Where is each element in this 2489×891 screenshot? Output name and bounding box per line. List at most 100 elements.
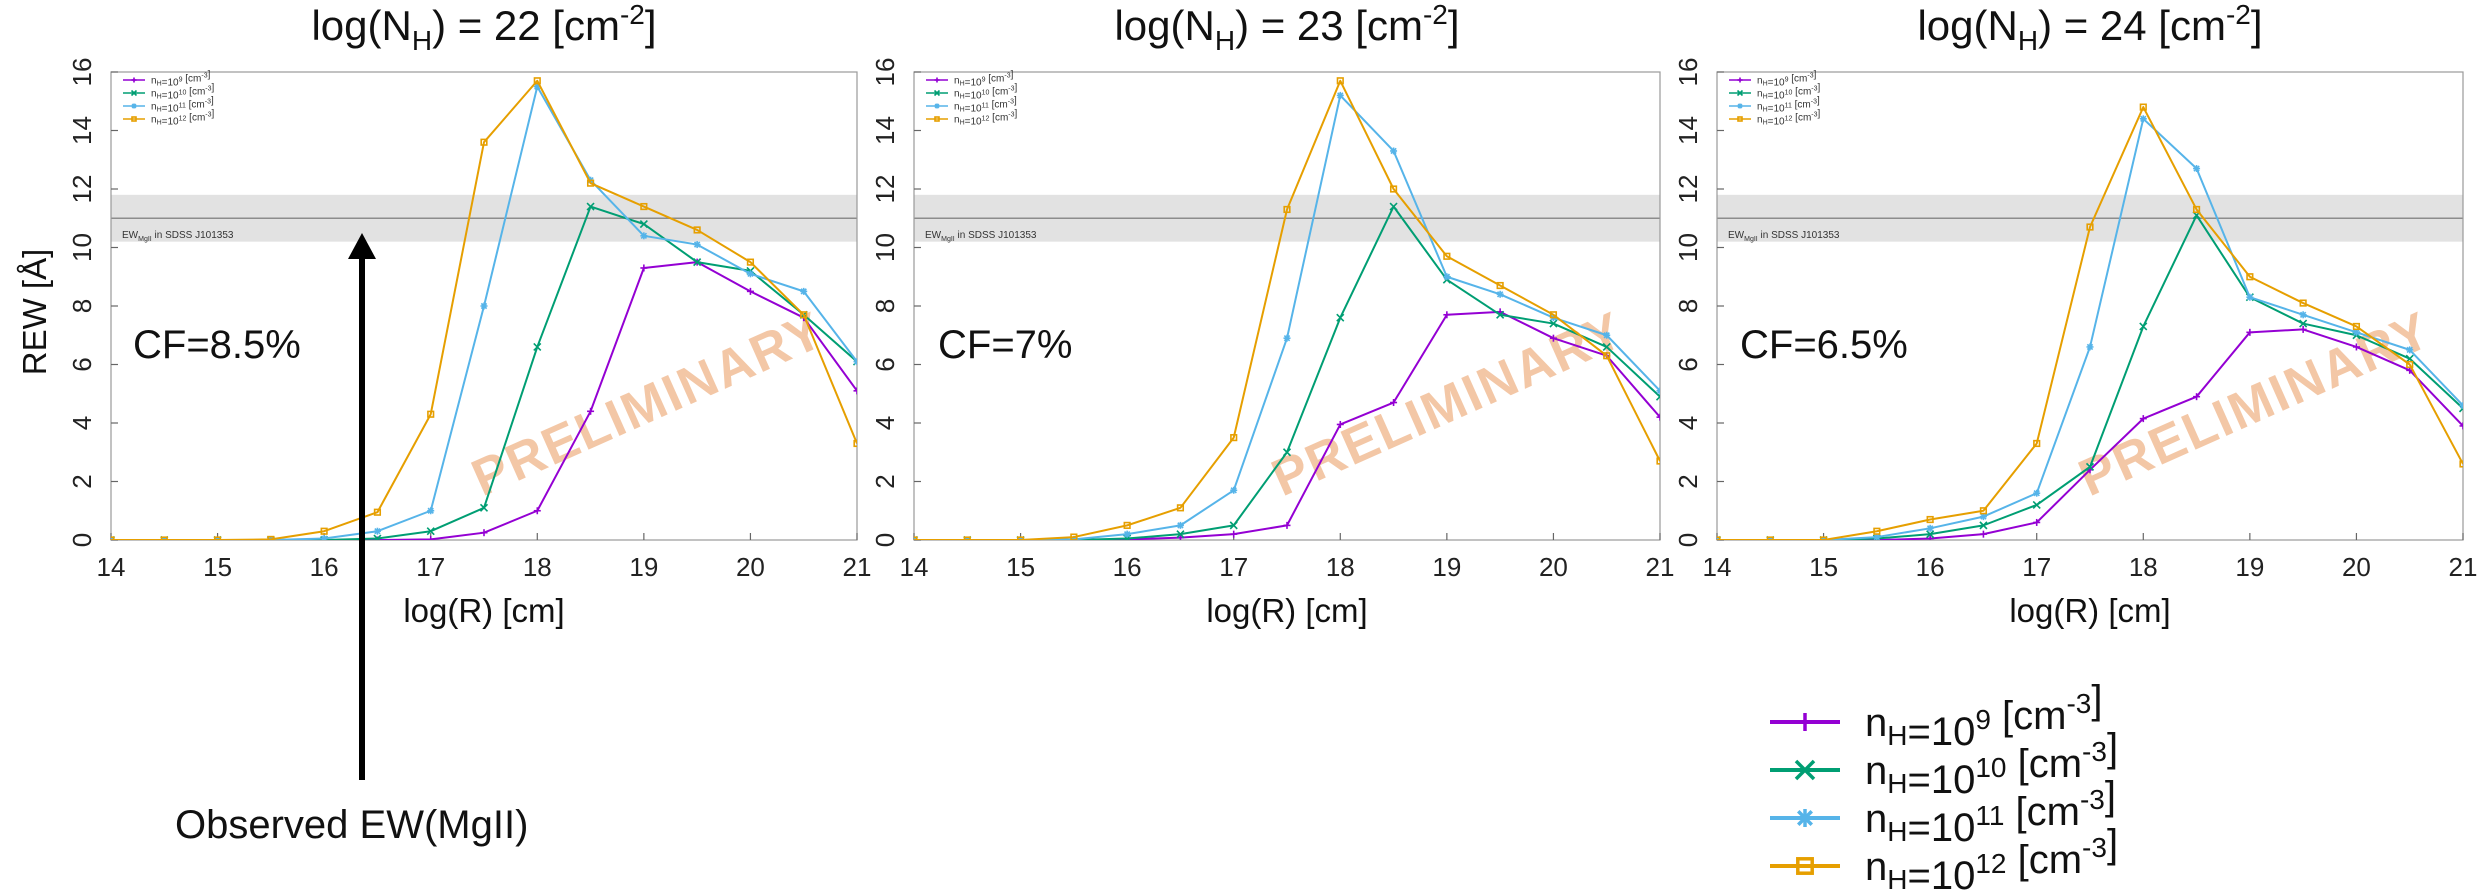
mini-legend-label: nH=109 [cm-3]: [954, 70, 1014, 89]
x-tick-label: 19: [1432, 552, 1461, 582]
data-point: [479, 503, 489, 512]
x-tick-label: 20: [736, 552, 765, 582]
data-point: [2299, 311, 2307, 319]
x-axis-label: log(R) [cm]: [1206, 592, 1367, 629]
x-tick-label: 18: [1326, 552, 1355, 582]
annotation-text: Observed EW(MgII): [175, 803, 528, 847]
chart-panel-nh22: log(NH) = 22 [cm-2] EWMgII in SDSS J1013…: [67, 0, 871, 629]
mini-legend-marker: [934, 103, 940, 109]
data-point: [2352, 322, 2361, 331]
series-line: [914, 77, 1660, 540]
y-tick-label: 0: [870, 533, 900, 547]
data-point: [2139, 322, 2148, 331]
data-point: [480, 138, 488, 146]
data-point: [1496, 310, 1505, 319]
mini-legend-marker: [131, 116, 137, 122]
data-point: [2086, 223, 2094, 231]
observed-ew-annotation: Observed EW(MgII): [175, 233, 528, 847]
cf-label: CF=7%: [938, 323, 1073, 367]
data-point: [1282, 448, 1292, 457]
y-tick-label: 16: [67, 58, 97, 87]
mini-legend-label: nH=1010 [cm-3]: [1757, 83, 1821, 102]
data-point: [587, 407, 595, 415]
data-point: [2299, 299, 2307, 307]
data-point: [586, 202, 595, 211]
x-tick-label: 14: [900, 552, 929, 582]
y-tick-label: 2: [67, 474, 97, 488]
data-point: [1176, 521, 1184, 529]
data-point: [1655, 392, 1660, 401]
y-tick-label: 4: [67, 416, 97, 430]
data-point: [914, 536, 918, 540]
x-tick-label: 16: [310, 552, 339, 582]
data-point: [2352, 343, 2360, 351]
data-point: [1443, 252, 1451, 260]
legend-entry: nH=1012 [cm-3]: [1770, 822, 2118, 891]
data-point: [1443, 311, 1451, 319]
data-point: [693, 226, 701, 234]
data-point: [1389, 202, 1398, 211]
x-tick-label: 18: [2129, 552, 2158, 582]
mini-legend-marker: [934, 116, 940, 122]
x-tick-label: 16: [1916, 552, 1945, 582]
legend-label: nH=1012 [cm-3]: [1865, 822, 2118, 891]
data-point: [1603, 331, 1611, 339]
x-tick-label: 20: [2342, 552, 2371, 582]
series-layer: [111, 77, 857, 540]
x-tick-label: 17: [2022, 552, 2051, 582]
legend-entry: nH=1010 [cm-3]: [1770, 726, 2118, 802]
series-line: [111, 77, 857, 540]
y-tick-label: 4: [1673, 416, 1703, 430]
data-point: [213, 536, 222, 540]
mini-legend-label: nH=1012 [cm-3]: [151, 109, 215, 128]
legend-entry: nH=109 [cm-3]: [1770, 678, 2103, 754]
data-point: [1656, 413, 1660, 421]
data-point: [1603, 352, 1611, 360]
data-point: [746, 258, 755, 266]
data-point: [1016, 536, 1025, 540]
mini-legend-marker: [1736, 89, 1744, 97]
data-point: [2033, 439, 2041, 448]
data-point: [2246, 328, 2254, 336]
data-point: [427, 535, 435, 540]
data-point: [2085, 462, 2095, 471]
observed-ew-band-label: EWMgII in SDSS J101353: [122, 230, 234, 243]
data-point: [1926, 524, 1934, 532]
data-point: [2246, 273, 2254, 281]
series-polyline: [914, 79, 1660, 540]
cf-label: CF=6.5%: [1740, 323, 1908, 367]
data-point: [914, 536, 918, 540]
y-tick-label: 0: [1673, 533, 1703, 547]
arrow-head-icon: [348, 233, 376, 259]
y-tick-label: 6: [67, 357, 97, 371]
legend-marker: [1796, 809, 1814, 827]
data-point: [1336, 420, 1344, 428]
x-tick-label: 19: [2235, 552, 2264, 582]
data-point: [1979, 521, 1988, 530]
data-point: [1873, 527, 1881, 535]
x-tick-label: 15: [203, 552, 232, 582]
y-tick-label: 6: [1673, 357, 1703, 371]
data-point: [320, 535, 328, 540]
data-point: [1926, 535, 1934, 540]
axis-ticks: 14 15 16 17 18 19 20 21 0 2 4 6 8 10 12 14 16: [1673, 58, 2477, 582]
x-tick-label: 14: [97, 552, 126, 582]
legend-label: nH=1010 [cm-3]: [1865, 726, 2118, 802]
x-tick-label: 20: [1539, 552, 1568, 582]
mini-legend-marker: [1737, 77, 1743, 83]
data-point: [160, 536, 168, 540]
data-point: [963, 536, 971, 540]
data-point: [800, 287, 808, 295]
data-point: [427, 410, 435, 418]
y-tick-label: 16: [1673, 58, 1703, 87]
data-point: [1283, 334, 1291, 342]
x-tick-label: 15: [1809, 552, 1838, 582]
x-tick-label: 19: [629, 552, 658, 582]
mini-legend-label: nH=1010 [cm-3]: [151, 83, 215, 102]
data-point: [373, 534, 382, 540]
series-layer: [914, 77, 1660, 540]
data-point: [640, 202, 648, 211]
data-point: [2139, 103, 2147, 111]
legend-label: nH=109 [cm-3]: [1865, 678, 2103, 754]
